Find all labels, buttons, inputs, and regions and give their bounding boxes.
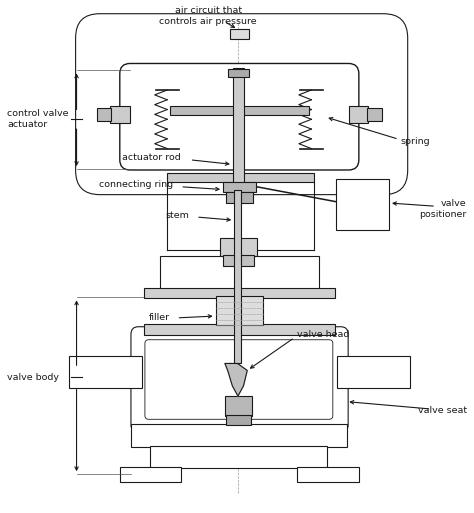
FancyBboxPatch shape <box>131 327 348 432</box>
Text: valve head: valve head <box>297 330 349 339</box>
Bar <box>170 106 309 114</box>
Polygon shape <box>225 364 247 396</box>
Bar <box>298 467 359 482</box>
Bar <box>131 424 347 447</box>
Bar <box>234 190 241 364</box>
Bar <box>220 238 256 255</box>
Text: stem: stem <box>166 211 190 220</box>
Text: valve
positioner: valve positioner <box>419 199 467 219</box>
Text: filler: filler <box>148 313 170 322</box>
Bar <box>337 356 410 388</box>
Text: air circuit that
controls air pressure: air circuit that controls air pressure <box>159 6 257 26</box>
Bar <box>226 192 253 203</box>
Bar <box>216 297 263 325</box>
Bar <box>367 108 382 121</box>
Bar <box>233 68 244 191</box>
FancyBboxPatch shape <box>120 64 359 170</box>
Text: connecting ring: connecting ring <box>99 180 173 189</box>
Bar <box>336 179 389 229</box>
Bar <box>225 396 252 416</box>
Bar <box>167 173 314 182</box>
Bar <box>348 106 368 123</box>
Bar <box>144 288 335 299</box>
Bar <box>110 106 130 123</box>
Bar <box>144 324 335 334</box>
Bar <box>229 29 249 40</box>
Text: actuator rod: actuator rod <box>121 153 180 163</box>
Text: valve body: valve body <box>7 373 59 382</box>
Bar <box>160 255 319 289</box>
Bar <box>69 356 142 388</box>
Bar <box>120 467 181 482</box>
Bar <box>226 415 251 425</box>
Text: control valve
actuator: control valve actuator <box>7 109 69 129</box>
Text: spring: spring <box>401 136 430 146</box>
Bar <box>228 69 249 77</box>
Bar <box>223 182 255 192</box>
Bar <box>97 108 111 121</box>
Bar <box>223 254 254 266</box>
Bar <box>150 446 327 468</box>
Text: valve seat: valve seat <box>418 406 467 416</box>
